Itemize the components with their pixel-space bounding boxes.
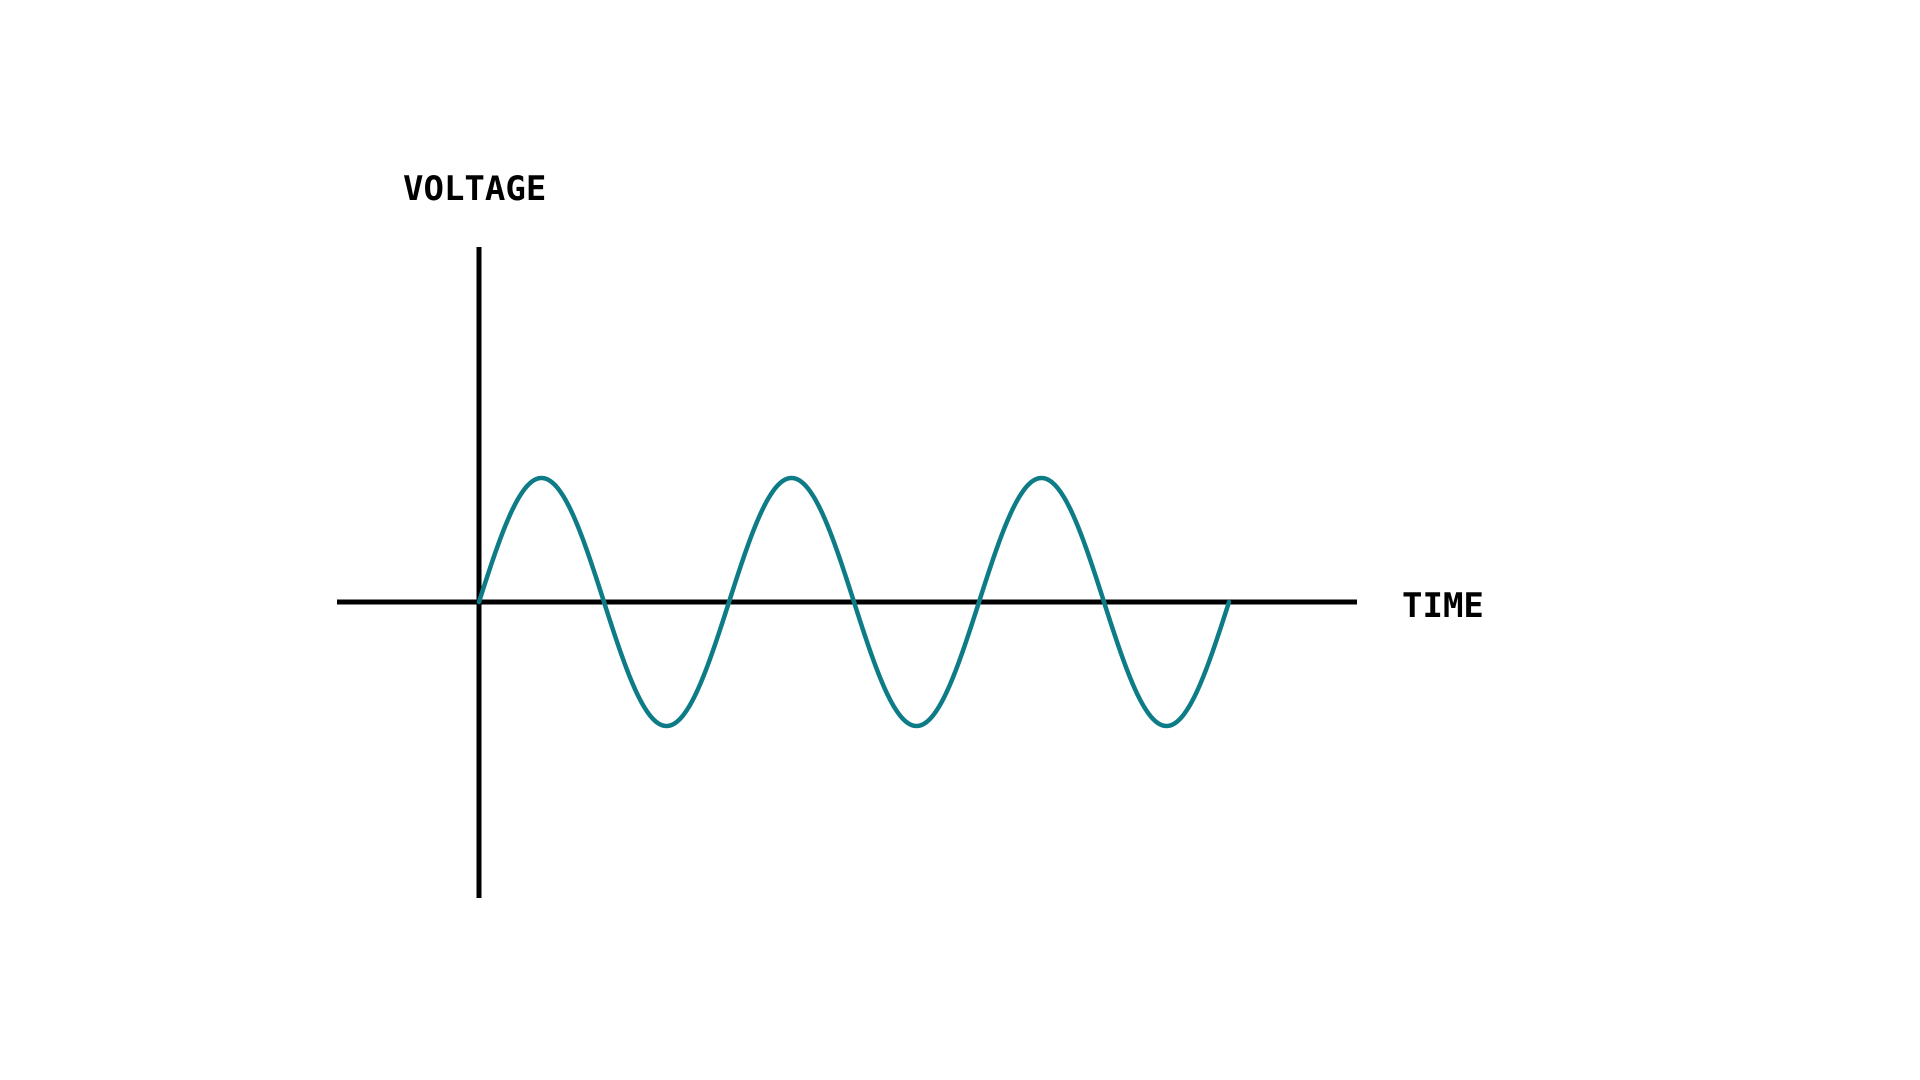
x-axis-label: TIME xyxy=(1402,586,1484,626)
y-axis-label: VOLTAGE xyxy=(403,169,546,209)
voltage-sine-series xyxy=(476,475,1232,729)
